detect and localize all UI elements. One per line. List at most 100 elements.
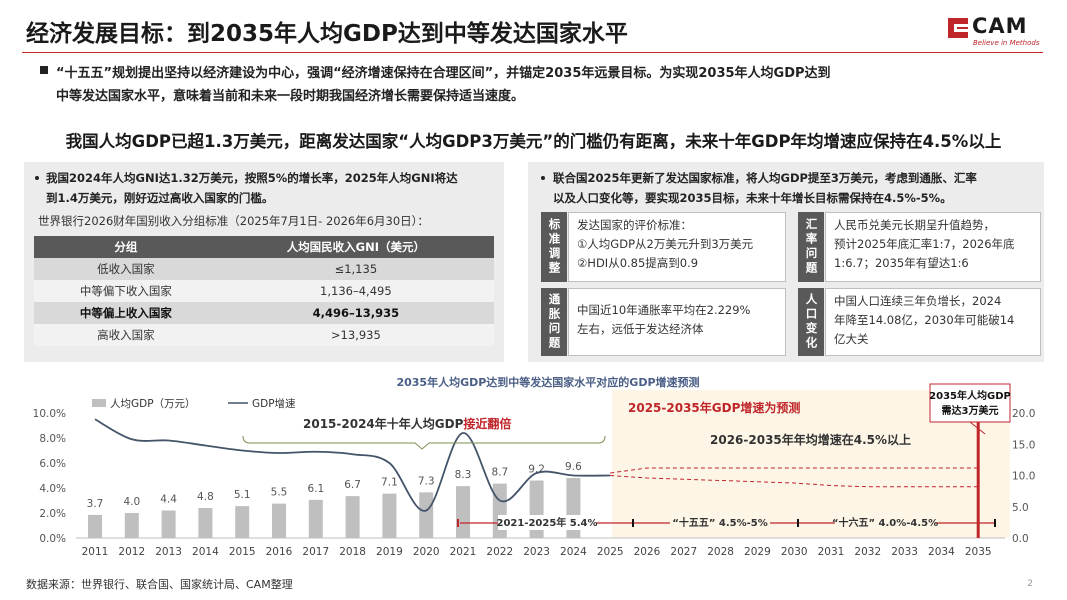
table-cell-group: 高收入国家 bbox=[34, 324, 218, 346]
x-tick-label: 2017 bbox=[302, 546, 329, 558]
card-line: 人民币兑美元长期呈升值趋势， bbox=[834, 218, 995, 232]
target-bar bbox=[976, 406, 980, 538]
x-tick-label: 2032 bbox=[854, 546, 881, 558]
x-tick-label: 2033 bbox=[891, 546, 918, 558]
table-row: 低收入国家 ≤1,135 bbox=[34, 258, 494, 280]
right-axis: 0.0 5.0 10.0 15.0 20.0 bbox=[1012, 408, 1035, 545]
gdp-per-capita-bar bbox=[308, 499, 323, 538]
target-callout-line-2: 需达3万美元 bbox=[942, 404, 999, 417]
page-number: 2 bbox=[1027, 579, 1033, 589]
left-tick-label: 6.0% bbox=[39, 458, 66, 470]
bar-value-label: 8.3 bbox=[455, 469, 472, 481]
table-cell-group: 中等偏上收入国家 bbox=[34, 302, 218, 324]
x-tick-label: 2035 bbox=[965, 546, 992, 558]
card-line: 发达国家的评价标准： bbox=[577, 218, 692, 232]
x-tick-label: 2027 bbox=[670, 546, 697, 558]
table-caption: 世界银行2026财年国别收入分组标准（2025年7月1日- 2026年6月30日… bbox=[38, 214, 429, 228]
doubling-highlight: 接近翻倍 bbox=[463, 416, 511, 431]
doubling-bracket bbox=[242, 435, 606, 450]
x-tick-label: 2016 bbox=[266, 546, 293, 558]
table-cell-value: >13,935 bbox=[217, 324, 494, 346]
period-label-2021-2025: 2021-2025年 5.4% bbox=[496, 516, 597, 529]
card-tag-population: 人口变化 bbox=[798, 288, 824, 356]
legend-line-label: GDP增速 bbox=[252, 397, 296, 410]
right-tick-label: 5.0 bbox=[1012, 502, 1029, 514]
x-tick-label: 2030 bbox=[781, 546, 808, 558]
period-label-15th: “十五五” 4.5%-5% bbox=[672, 516, 768, 529]
bar-value-label: 4.8 bbox=[197, 491, 214, 503]
gdp-per-capita-bar bbox=[198, 508, 213, 538]
card-tag-inflation: 通胀问题 bbox=[541, 288, 567, 356]
standard-bullet-line-1: 联合国2025年更新了发达国家标准，将人均GDP提至3万美元，考虑到通胀、汇率 bbox=[553, 171, 977, 185]
doubling-annotation: 2015-2024年十年人均GDP接近翻倍 bbox=[242, 416, 606, 450]
x-axis: 2011 2012 2013 2014 2015 2016 2017 2018 2019 2020… bbox=[76, 537, 1005, 558]
card-inflation: 中国近10年通胀率平均在2.229% 左右，远低于发达经济体 bbox=[568, 288, 786, 356]
bar-value-label: 3.7 bbox=[87, 498, 104, 510]
headline: 我国人均GDP已超1.3万美元，距离发达国家“人均GDP3万美元”的门槛仍有距离… bbox=[65, 132, 1002, 151]
period-label-bg bbox=[498, 515, 596, 530]
square-bullet-icon bbox=[40, 66, 48, 74]
card-tag-text: 汇率问题 bbox=[804, 218, 819, 276]
card-line: ①人均GDP从2万美元升到3万美元 bbox=[577, 237, 754, 251]
legend: 人均GDP（万元） GDP增速 bbox=[92, 397, 296, 410]
left-tick-label: 8.0% bbox=[39, 433, 66, 445]
card-line: 年降至14.08亿，2030年可能破14 bbox=[834, 313, 1015, 327]
card-standard: 发达国家的评价标准： ①人均GDP从2万美元升到3万美元 ②HDI从0.85提高… bbox=[568, 212, 786, 282]
gdp-per-capita-bar bbox=[235, 506, 250, 538]
gdp-per-capita-bar bbox=[456, 486, 470, 538]
card-line: 左右，远低于发达经济体 bbox=[577, 322, 704, 336]
intro-line-2: 中等发达国家水平，意味着当前和未来一段时期我国经济增长需要保持适当速度。 bbox=[56, 89, 525, 104]
bar-value-label: 7.1 bbox=[381, 477, 398, 489]
x-tick-label: 2028 bbox=[707, 546, 734, 558]
legend-bar-swatch bbox=[92, 399, 106, 407]
gdp-per-capita-bar bbox=[419, 492, 434, 538]
table-row: 高收入国家 >13,935 bbox=[34, 324, 494, 346]
x-tick-label: 2031 bbox=[818, 546, 845, 558]
bar-value-label: 6.7 bbox=[344, 479, 361, 491]
period-arrows: 2021-2025年 5.4% “十五五” 4.5%-5% “十六五” 4.0%… bbox=[457, 515, 996, 530]
period-label-bg bbox=[670, 515, 770, 530]
forecast-lower-line bbox=[610, 475, 979, 488]
gdp-per-capita-bar bbox=[88, 514, 102, 538]
x-tick-label: 2019 bbox=[376, 546, 403, 558]
gdp-per-capita-bar bbox=[272, 503, 286, 538]
source-note: 数据来源：世界银行、联合国、国家统计局、CAM整理 bbox=[26, 578, 293, 591]
target-callout-pointer bbox=[969, 421, 986, 435]
avg-growth-label: 2026-2035年年均增速在4.5%以上 bbox=[710, 432, 911, 447]
bar-value-label: 6.1 bbox=[307, 483, 324, 495]
intro-line-1: “十五五”规划提出坚持以经济建设为中心，强调“经济增速保持在合理区间”，并锚定2… bbox=[56, 66, 831, 81]
x-tick-label: 2014 bbox=[192, 546, 219, 558]
bar-value-label: 8.7 bbox=[491, 467, 508, 479]
gdp-growth-chart: 2035年人均GDP达到中等发达国家水平对应的GDP增速预测 人均GDP（万元）… bbox=[33, 375, 1036, 558]
table-cell-value: 1,136–4,495 bbox=[217, 280, 494, 302]
table-header-group: 分组 bbox=[34, 236, 218, 258]
gdp-growth-line bbox=[94, 418, 611, 512]
left-tick-label: 10.0% bbox=[33, 408, 66, 420]
x-tick-label: 2015 bbox=[229, 546, 256, 558]
right-tick-label: 20.0 bbox=[1012, 408, 1035, 420]
page-title: 经济发展目标：到2035年人均GDP达到中等发达国家水平 bbox=[26, 21, 628, 47]
gdp-per-capita-bar bbox=[382, 493, 397, 538]
left-tick-label: 2.0% bbox=[39, 508, 66, 520]
x-tick-label: 2026 bbox=[634, 546, 661, 558]
card-tag-text: 人口变化 bbox=[804, 293, 819, 351]
x-tick-label: 2013 bbox=[155, 546, 182, 558]
table-cell-group: 低收入国家 bbox=[34, 258, 218, 280]
dot-bullet-icon bbox=[35, 176, 39, 180]
cam-logo-icon bbox=[948, 18, 968, 38]
x-tick-label: 2012 bbox=[118, 546, 145, 558]
growth-lines bbox=[94, 418, 979, 512]
card-tag-exchange: 汇率问题 bbox=[798, 212, 824, 282]
bar-value-label: 7.3 bbox=[418, 475, 435, 487]
left-axis: 0.0% 2.0% 4.0% 6.0% 8.0% 10.0% bbox=[33, 408, 66, 545]
card-tag-standard: 标准调整 bbox=[541, 212, 567, 282]
left-tick-label: 4.0% bbox=[39, 483, 66, 495]
income-bullet-line-2: 到1.4万美元，刚好迈过高收入国家的门槛。 bbox=[46, 191, 274, 205]
table-header-row: 分组 人均国民收入GNI（美元） bbox=[34, 236, 494, 258]
right-tick-label: 15.0 bbox=[1012, 439, 1035, 451]
table-cell-value: ≤1,135 bbox=[217, 258, 494, 280]
standard-bullet: 联合国2025年更新了发达国家标准，将人均GDP提至3万美元，考虑到通胀、汇率 … bbox=[553, 168, 977, 208]
x-tick-label: 2023 bbox=[523, 546, 550, 558]
table-cell-group: 中等偏下收入国家 bbox=[34, 280, 218, 302]
period-label-16th: “十六五” 4.0%-4.5% bbox=[832, 516, 938, 529]
